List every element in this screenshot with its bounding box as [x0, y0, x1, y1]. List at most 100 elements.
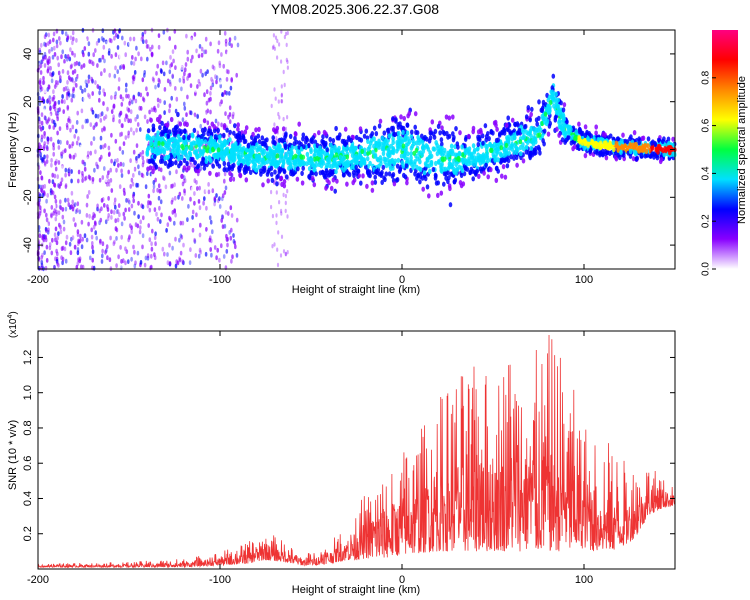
- spectrogram-cell: [91, 61, 95, 67]
- spectrogram-cell: [134, 260, 137, 266]
- spectrogram-cell: [561, 127, 565, 133]
- spectrogram-cell: [130, 99, 134, 105]
- spectrogram-cell: [439, 147, 443, 154]
- spectrogram-cell: [48, 113, 52, 119]
- spectrogram-cell: [136, 223, 140, 229]
- spectrogram-cell: [596, 137, 601, 143]
- spectrogram-cell: [211, 64, 215, 70]
- spectrogram-cell: [163, 251, 166, 257]
- spectrogram-cell: [415, 164, 419, 170]
- spectrogram-cell: [160, 120, 164, 126]
- spectrogram-cell: [46, 120, 49, 125]
- spectrogram-cell: [438, 130, 442, 136]
- spectrogram-cell: [73, 61, 77, 67]
- spectrogram-cell: [637, 140, 641, 146]
- spectrogram-cell: [48, 49, 51, 54]
- spectrogram-cell: [214, 172, 219, 178]
- spectrogram-cell: [46, 136, 50, 142]
- spectrogram-cell: [163, 87, 167, 92]
- spectrogram-cell: [42, 177, 46, 183]
- spectrogram-cell: [468, 169, 473, 175]
- spectrogram-cell: [181, 259, 184, 265]
- spectrogram-cell: [45, 223, 49, 228]
- spectrogram-cell: [175, 96, 179, 102]
- spectrogram-cell: [195, 48, 198, 54]
- spectrogram-cell: [358, 160, 363, 166]
- spectrogram-cell: [280, 99, 283, 104]
- spectrogram-cell: [64, 197, 67, 203]
- spectrogram-cell: [46, 98, 49, 104]
- spectrogram-cell: [43, 51, 47, 57]
- spectrogram-cell: [186, 49, 189, 55]
- spectrogram-cell: [276, 247, 279, 252]
- spectrogram-cell: [238, 173, 243, 179]
- spectrogram-cell: [224, 210, 228, 215]
- spectrogram-cell: [450, 162, 455, 168]
- spectrogram-cell: [521, 146, 526, 152]
- spectrogram-cell: [380, 135, 385, 141]
- spectrogram-cell: [319, 158, 323, 164]
- spectrogram-cell: [116, 217, 120, 223]
- spectrogram-cell: [100, 259, 104, 264]
- spectrogram-cell: [176, 153, 181, 159]
- spectrogram-cell: [43, 115, 47, 121]
- spectrogram-cell: [143, 29, 147, 35]
- spectrogram-cell: [372, 136, 376, 142]
- spectrogram-cell: [209, 135, 213, 141]
- spectrogram-cell: [277, 144, 281, 151]
- spectrogram-cell: [123, 40, 127, 46]
- spectrogram-cell: [373, 152, 378, 158]
- spectrogram-cell: [183, 101, 186, 107]
- spectrogram-cell: [45, 212, 48, 218]
- spectrogram-cell: [301, 136, 305, 142]
- spectrogram-cell: [122, 162, 125, 168]
- spectrogram-cell: [216, 127, 220, 134]
- spectrogram-cell: [254, 127, 258, 133]
- spectrogram-cell: [454, 126, 458, 132]
- spectrogram-cell: [282, 249, 286, 254]
- spectrogram-cell: [39, 87, 42, 93]
- spectrogram-cell: [282, 192, 285, 198]
- spectrogram-cell: [186, 76, 189, 81]
- spectrogram-cell: [255, 157, 260, 163]
- spectrogram-cell: [225, 90, 228, 96]
- spectrogram-cell: [106, 106, 109, 112]
- spectrogram-cell: [650, 140, 654, 146]
- spectrogram-cell: [309, 170, 314, 176]
- spectrogram-cell: [218, 204, 222, 209]
- spectrogram-cell: [94, 149, 97, 155]
- spectrogram-cell: [343, 141, 348, 148]
- spectrogram-cell: [513, 122, 518, 128]
- spectrogram-cell: [487, 136, 491, 142]
- spectrogram-cell: [270, 153, 274, 159]
- spectrogram-cell: [41, 184, 45, 190]
- spectrogram-cell: [628, 149, 633, 155]
- spectrogram-cell: [120, 131, 123, 137]
- spectrogram-cell: [105, 44, 109, 50]
- spectrogram-cell: [87, 92, 90, 98]
- spectrogram-cell: [351, 180, 356, 186]
- spectrogram-cell: [114, 52, 118, 58]
- spectrogram-cell: [86, 118, 89, 124]
- spectrogram-cell: [48, 178, 51, 184]
- spectrogram-cell: [134, 98, 138, 104]
- spectrogram-cell: [101, 42, 105, 47]
- spectrogram-cell: [226, 51, 230, 56]
- spectrogram-cell: [371, 149, 376, 155]
- spectrogram-cell: [161, 141, 165, 147]
- spectrogram-cell: [378, 118, 383, 124]
- spectrogram-cell: [180, 65, 184, 71]
- spectrogram-cell: [137, 51, 140, 57]
- spectrogram-cell: [447, 115, 452, 121]
- spectrogram-cell: [65, 122, 69, 128]
- spectrogram-cell: [144, 255, 148, 261]
- spectrogram-cell: [149, 81, 153, 87]
- spectrogram-cell: [133, 249, 136, 255]
- spectrogram-cell: [50, 250, 54, 256]
- spectrogram-cell: [60, 151, 63, 157]
- spectrogram-cell: [110, 188, 114, 193]
- spectrogram-cell: [190, 37, 194, 43]
- spectrogram-cell: [184, 146, 189, 152]
- spectrogram-cell: [152, 77, 155, 83]
- spectrogram-cell: [156, 130, 160, 136]
